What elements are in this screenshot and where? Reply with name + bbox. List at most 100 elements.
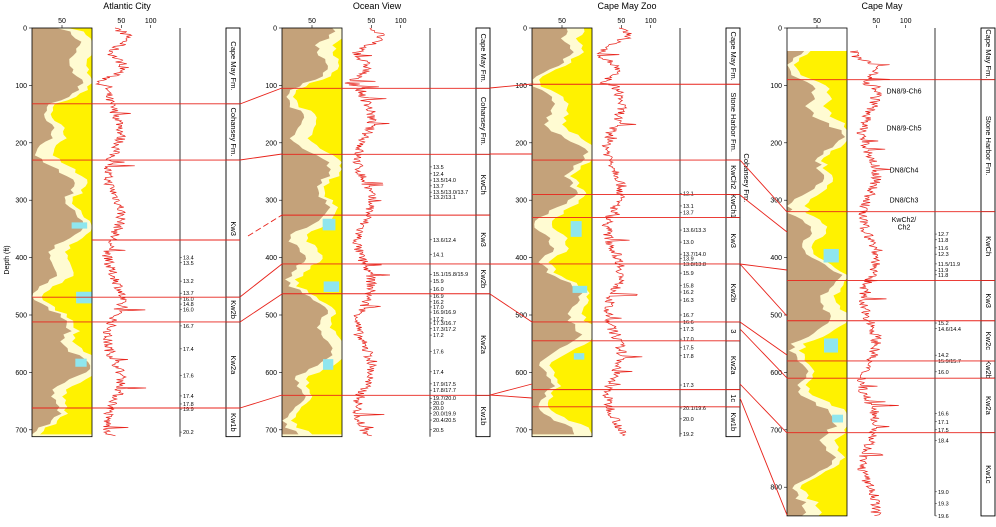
unit-label: Stone Harbor Fm. bbox=[984, 116, 993, 176]
lithology-glauconite bbox=[71, 222, 88, 229]
depth-tick-label: 200 bbox=[515, 140, 527, 147]
correlation-line bbox=[739, 263, 788, 317]
unit-label: Kw2b bbox=[984, 360, 993, 379]
unit-label: Cape May Fm. bbox=[984, 29, 993, 78]
age-label: 16.9 bbox=[433, 294, 444, 300]
age-label: 16.0 bbox=[183, 297, 194, 303]
top-tick-label: 100 bbox=[645, 18, 657, 25]
top-tick-label: 100 bbox=[900, 18, 912, 25]
well-panel: Atlantic City 50 50 100 0 100 200 300 400 500 600 7… bbox=[15, 1, 241, 438]
lithology-sand bbox=[282, 28, 336, 435]
unit-label: 3 bbox=[729, 329, 738, 333]
age-label: 13.4 bbox=[183, 256, 194, 262]
unit-strip-frame bbox=[725, 27, 741, 438]
unit-label: Kw2b bbox=[479, 269, 488, 288]
depth-tick-label: 100 bbox=[515, 83, 527, 90]
lithology-glauconite bbox=[570, 221, 582, 237]
age-label: 17.9/17.5 bbox=[433, 382, 456, 388]
depth-tick-label: 700 bbox=[770, 427, 782, 434]
age-label: 17.3/17.2 bbox=[433, 327, 456, 333]
age-label: 13.7 bbox=[183, 291, 194, 297]
well-title: Ocean View bbox=[353, 1, 402, 11]
depth-tick-label: 0 bbox=[523, 26, 527, 33]
age-label: 11.9 bbox=[938, 268, 948, 274]
age-label: 16.0 bbox=[938, 370, 949, 376]
age-label: 15.9 bbox=[683, 271, 694, 277]
depth-tick-label: 100 bbox=[265, 83, 277, 90]
depth-tick-label: 200 bbox=[770, 140, 782, 147]
lithology-glauconite bbox=[323, 359, 334, 370]
age-label: 11.8 bbox=[938, 238, 948, 244]
age-label: 12.4 bbox=[433, 172, 444, 178]
age-label: 16.0 bbox=[183, 307, 194, 313]
lithology-sand bbox=[32, 28, 91, 435]
age-label: 13.6/13.3 bbox=[683, 228, 706, 234]
depth-tick-label: 0 bbox=[273, 26, 277, 33]
well-title: Cape May bbox=[861, 1, 903, 11]
lithology-yellow bbox=[793, 50, 847, 516]
age-label: 17.5 bbox=[683, 346, 694, 352]
depth-tick-label: 700 bbox=[15, 427, 27, 434]
top-tick-label: 100 bbox=[395, 18, 407, 25]
unit-label: Kw2b bbox=[229, 300, 238, 319]
age-label: 11.5/11.9 bbox=[938, 262, 960, 268]
unit-label: Cohansey Fm. bbox=[229, 108, 238, 157]
depth-tick-label: 700 bbox=[265, 427, 277, 434]
age-label: 17.0 bbox=[683, 337, 694, 343]
age-label: 11.8 bbox=[938, 273, 948, 279]
depth-tick-label: 500 bbox=[265, 313, 277, 320]
age-label: 16.0 bbox=[433, 287, 444, 293]
top-tick-label: 50 bbox=[58, 18, 66, 25]
unit-label: Kw2c bbox=[984, 332, 993, 351]
depth-tick-label: 100 bbox=[770, 83, 782, 90]
age-label: 13.2 bbox=[183, 279, 194, 285]
correlation-line bbox=[739, 397, 788, 516]
age-label: 19.0 bbox=[938, 490, 949, 496]
top-tick-label: 50 bbox=[617, 18, 625, 25]
age-label: 13.9 bbox=[683, 257, 694, 263]
log-label: DN8/9-Ch6 bbox=[886, 89, 921, 96]
correlation-line bbox=[739, 321, 788, 356]
unit-label: KwCh bbox=[479, 175, 488, 195]
age-label: 14.2 bbox=[938, 353, 949, 359]
correlation-line bbox=[739, 383, 788, 434]
unit-label: Kw3 bbox=[729, 233, 738, 248]
depth-tick-label: 600 bbox=[770, 370, 782, 377]
unit-label: Kw2a bbox=[729, 356, 738, 376]
age-label: 16.2 bbox=[683, 290, 694, 296]
age-label: 13.2/13.1 bbox=[433, 195, 456, 201]
unit-label: 1c bbox=[729, 394, 738, 402]
unit-label: KwCh2 bbox=[729, 165, 738, 189]
lithology-sand bbox=[787, 50, 846, 516]
lithology-glauconite bbox=[823, 248, 839, 263]
lithology-glauconite bbox=[572, 285, 588, 293]
age-label: 13.5 bbox=[183, 261, 194, 267]
lithology-glauconite bbox=[832, 414, 844, 423]
depth-tick-label: 300 bbox=[515, 198, 527, 205]
depth-tick-label: 300 bbox=[265, 198, 277, 205]
age-label: 15.1/15.8/15.9 bbox=[433, 272, 468, 278]
unit-label: Kw1b bbox=[229, 413, 238, 432]
well-title: Atlantic City bbox=[103, 1, 151, 11]
age-label: 12.7 bbox=[938, 232, 949, 238]
top-tick-label: 50 bbox=[117, 18, 125, 25]
gamma-log bbox=[850, 50, 899, 517]
age-label: 13.1 bbox=[683, 204, 694, 210]
age-label: 17.5 bbox=[938, 428, 949, 434]
unit-label: Kw2a bbox=[229, 356, 238, 376]
lithology-glauconite bbox=[573, 353, 585, 360]
top-tick-label: 100 bbox=[145, 18, 157, 25]
unit-label: KwCh1 bbox=[729, 194, 738, 218]
age-label: 17.2 bbox=[433, 333, 444, 339]
age-label: 19.3 bbox=[938, 501, 949, 507]
age-label: 13.8/13.8 bbox=[683, 262, 706, 268]
correlation-line bbox=[489, 83, 533, 89]
correlation-line bbox=[489, 394, 533, 399]
age-label: 17.8 bbox=[183, 402, 194, 408]
age-label: 16.9/16.9 bbox=[433, 310, 456, 316]
age-label: 20.0/19.9 bbox=[433, 412, 456, 418]
age-label: 17.3/16.7 bbox=[433, 321, 456, 327]
lithology-yellow bbox=[40, 28, 92, 435]
age-label: 13.7/14.0 bbox=[683, 252, 706, 258]
